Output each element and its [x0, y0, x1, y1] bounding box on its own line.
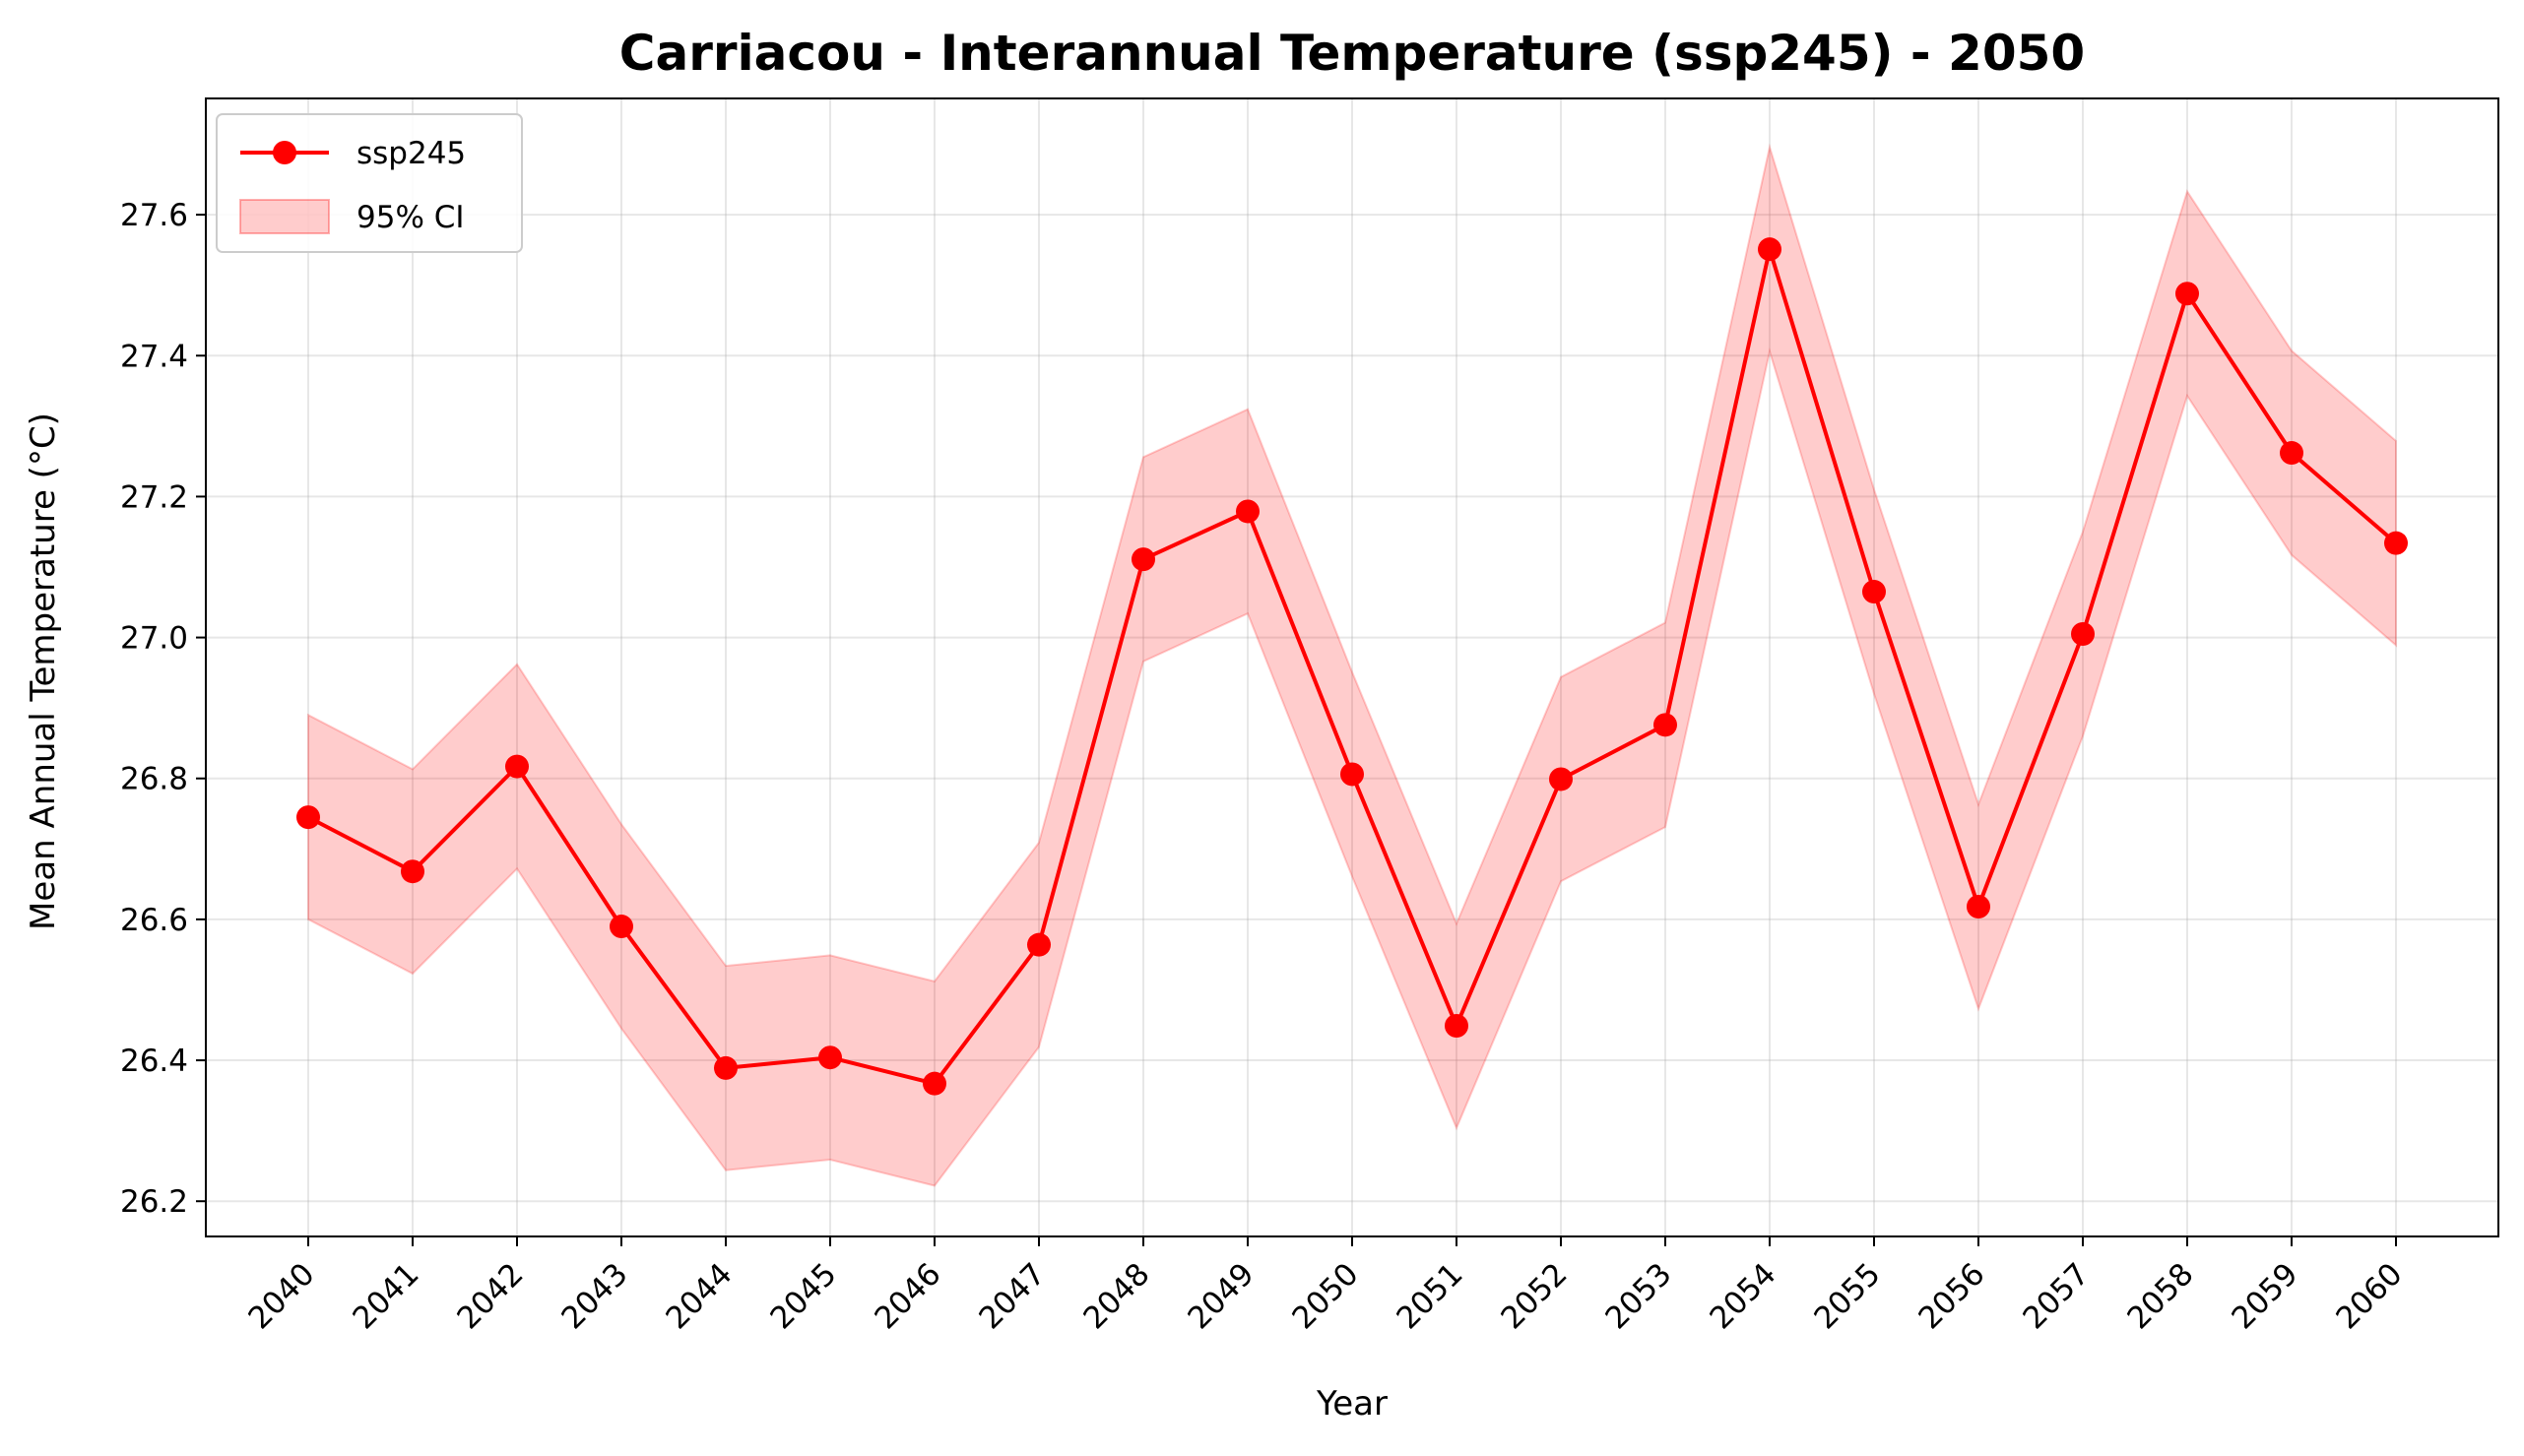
chart-title: Carriacou - Interannual Temperature (ssp…: [619, 25, 2085, 82]
data-point: [505, 754, 529, 779]
data-point: [1236, 499, 1260, 524]
grid: [206, 98, 2498, 1236]
y-tick-label: 26.6: [120, 903, 188, 938]
data-point: [296, 805, 320, 830]
y-tick-label: 27.4: [120, 339, 188, 374]
data-point: [1653, 713, 1677, 737]
y-tick-label: 27.2: [120, 479, 188, 515]
data-point: [714, 1055, 738, 1080]
data-point: [2280, 441, 2303, 466]
legend: ssp245 95% CI: [216, 113, 523, 253]
ci-band-layer: [307, 143, 2397, 1187]
marker-layer: [296, 237, 2408, 1096]
y-axis-ticks: 26.2 26.4 26.6 26.8 27.0 27.2 27.4 27.6: [120, 198, 206, 1220]
y-axis-label: Mean Annual Temperature (°C): [24, 412, 63, 930]
data-point: [1862, 580, 1886, 604]
y-tick-label: 26.2: [120, 1184, 188, 1220]
data-point: [1132, 547, 1155, 572]
data-point: [610, 915, 633, 939]
data-point: [1027, 932, 1051, 957]
y-tick-label: 26.8: [120, 762, 188, 797]
data-point: [1967, 895, 1990, 919]
data-point: [2384, 531, 2408, 555]
legend-band-swatch: [239, 199, 330, 234]
data-point: [1445, 1013, 1468, 1038]
data-point: [1340, 762, 1364, 787]
legend-label-series: ssp245: [356, 136, 466, 171]
data-point: [2175, 282, 2199, 306]
y-tick-label: 27.0: [120, 621, 188, 657]
x-axis-label: Year: [1316, 1384, 1388, 1424]
y-tick-label: 27.6: [120, 198, 188, 233]
y-tick-label: 26.4: [120, 1044, 188, 1079]
data-point: [1758, 237, 1781, 262]
legend-label-ci: 95% CI: [356, 200, 465, 235]
data-point: [1549, 767, 1573, 791]
ci-band: [307, 143, 2397, 1187]
data-point: [401, 859, 424, 884]
data-point: [818, 1045, 842, 1070]
data-point: [923, 1071, 946, 1096]
data-point: [2071, 622, 2095, 646]
legend-marker-swatch: [273, 141, 296, 164]
